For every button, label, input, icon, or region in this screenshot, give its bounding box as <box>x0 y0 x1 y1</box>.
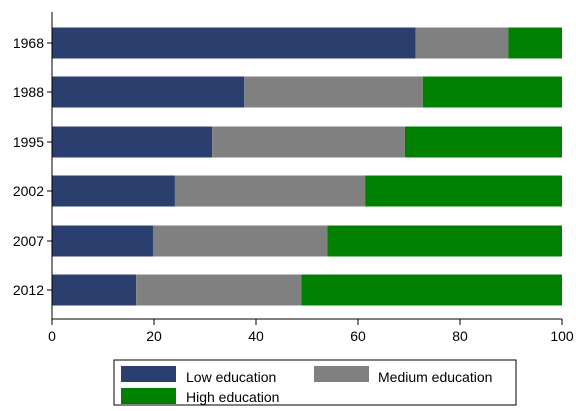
y-tick-label: 1968 <box>13 35 44 51</box>
y-tick-label: 2007 <box>13 233 44 249</box>
x-tick-label: 80 <box>452 328 468 344</box>
bar-2012-medium-education <box>136 274 302 306</box>
bar-2002-low-education <box>52 175 175 207</box>
bar-2002-medium-education <box>174 175 366 207</box>
bar-1995-low-education <box>52 126 213 158</box>
bar-1995-high-education <box>404 126 562 158</box>
x-axis: 0 20 40 60 80 100 <box>48 318 574 344</box>
legend-swatch-low-education <box>121 366 176 382</box>
bar-2007-low-education <box>52 225 153 257</box>
bar-1995-medium-education <box>212 126 405 158</box>
bar-2007-high-education <box>327 225 562 257</box>
y-tick-label: 1988 <box>13 84 44 100</box>
bar-2012-low-education <box>52 274 137 306</box>
x-tick-label: 60 <box>350 328 366 344</box>
bar-2002-high-education <box>365 175 562 207</box>
x-tick-label: 0 <box>48 328 56 344</box>
bar-2012-high-education <box>301 274 562 306</box>
bar-1968-low-education <box>52 27 416 59</box>
y-tick-label: 1995 <box>13 134 44 150</box>
legend-swatch-high-education <box>121 388 176 404</box>
legend-label-medium-education: Medium education <box>378 369 492 385</box>
y-tick-label: 2012 <box>13 282 44 298</box>
y-axis: 1968 1988 1995 2002 2007 2012 <box>13 12 53 319</box>
x-tick-label: 40 <box>248 328 264 344</box>
legend-swatch-medium-education <box>314 366 369 382</box>
bar-1988-medium-education <box>244 76 423 108</box>
bar-1988-high-education <box>422 76 562 108</box>
bars-layer <box>52 27 562 306</box>
bar-1988-low-education <box>52 76 245 108</box>
x-tick-label: 100 <box>550 328 574 344</box>
bar-2007-medium-education <box>152 225 328 257</box>
bar-1968-high-education <box>508 27 562 59</box>
legend-label-low-education: Low education <box>186 369 276 385</box>
legend-label-high-education: High education <box>186 389 279 405</box>
y-tick-label: 2002 <box>13 183 44 199</box>
x-tick-label: 20 <box>146 328 162 344</box>
legend: Low education Medium education High educat… <box>113 359 517 406</box>
bar-1968-medium-education <box>415 27 509 59</box>
